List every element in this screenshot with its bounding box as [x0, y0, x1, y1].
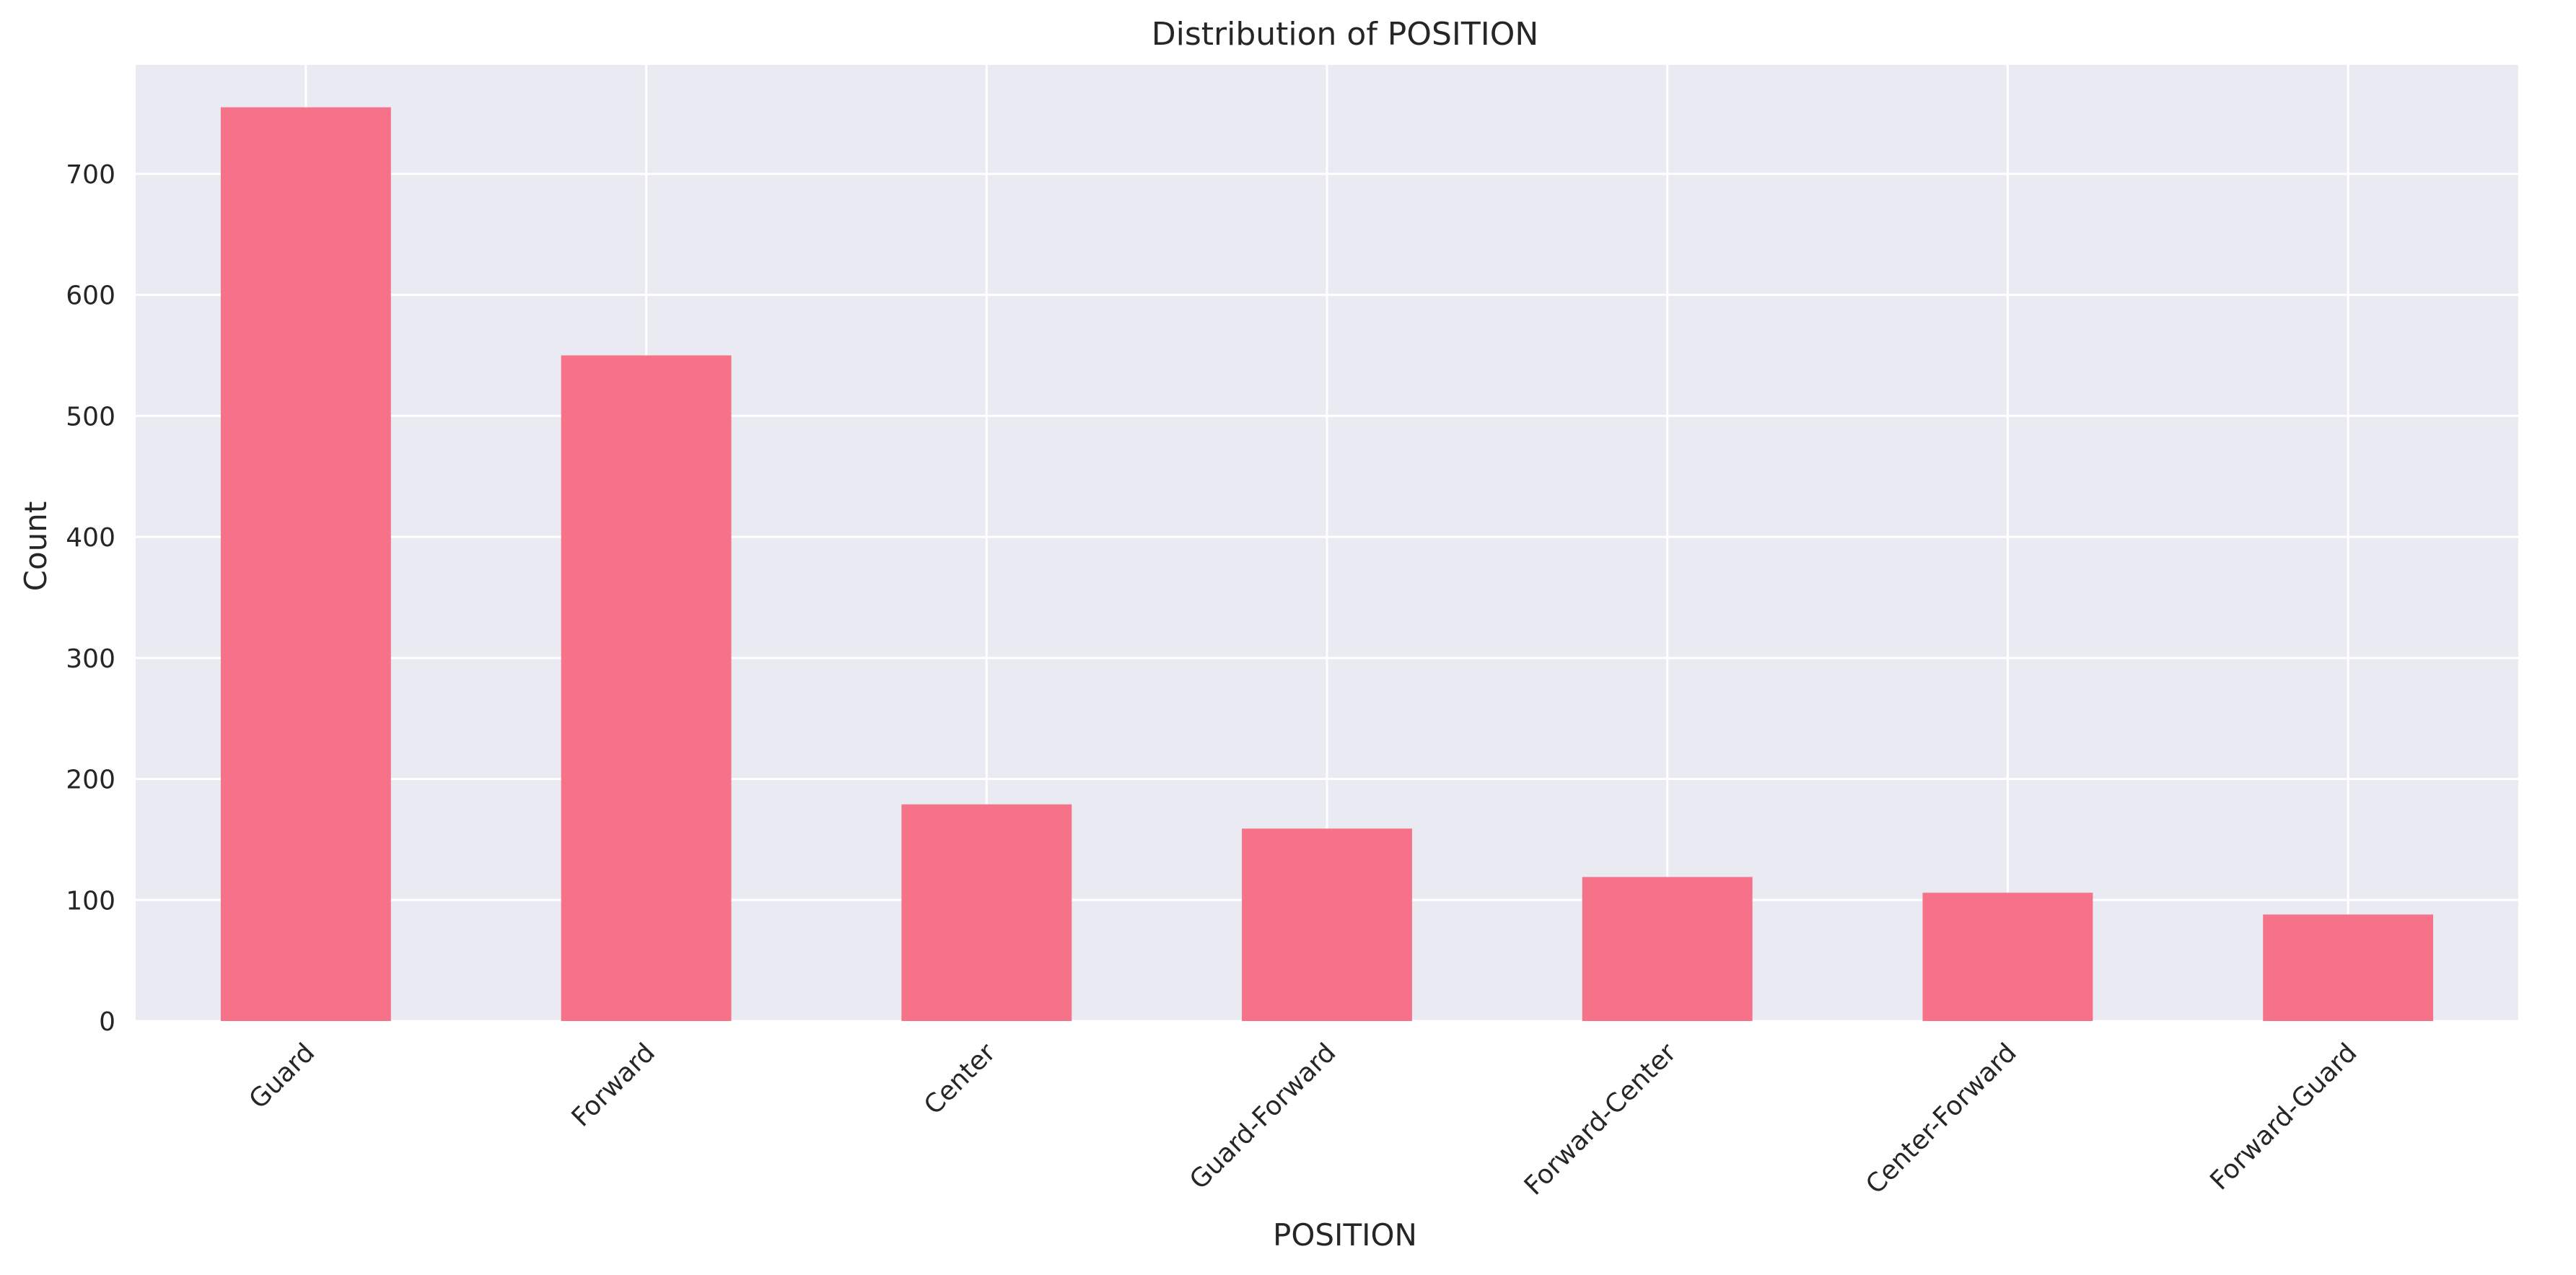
- x-axis-title: POSITION: [1273, 1217, 1417, 1253]
- y-tick-label: 700: [66, 160, 115, 190]
- y-tick-label: 100: [66, 886, 115, 916]
- y-tick-label: 600: [66, 281, 115, 311]
- bars: [220, 107, 2434, 1022]
- bar-center-forward: [1922, 893, 2093, 1021]
- x-tick-label: Guard: [244, 1038, 321, 1115]
- chart-title: Distribution of POSITION: [1152, 16, 1539, 53]
- x-tick-label: Guard-Forward: [1184, 1038, 1341, 1195]
- bar-forward-guard: [2263, 914, 2434, 1021]
- bar-guard: [220, 107, 391, 1022]
- y-tick-label: 200: [66, 766, 115, 795]
- y-tick-label: 300: [66, 644, 115, 674]
- y-tick-label: 500: [66, 402, 115, 431]
- y-axis-title: Count: [18, 501, 53, 592]
- x-tick-label: Forward: [566, 1038, 661, 1132]
- y-tick-label: 0: [99, 1007, 115, 1037]
- x-tick-label: Center-Forward: [1860, 1038, 2023, 1200]
- x-axis-ticks: Guard Forward Center Guard-Forward Forward-C…: [244, 1038, 2363, 1201]
- x-tick-label: Forward-Guard: [2204, 1038, 2362, 1196]
- x-tick-label: Center: [919, 1038, 1002, 1121]
- x-tick-label: Forward-Center: [1519, 1038, 1682, 1201]
- bar-forward: [561, 355, 732, 1022]
- bar-center: [901, 804, 1072, 1021]
- bar-forward-center: [1582, 877, 1753, 1021]
- bar-guard-forward: [1242, 828, 1412, 1021]
- y-tick-label: 400: [66, 523, 115, 553]
- y-axis-ticks: 0 100 200 300 400 500 600 700: [66, 160, 115, 1037]
